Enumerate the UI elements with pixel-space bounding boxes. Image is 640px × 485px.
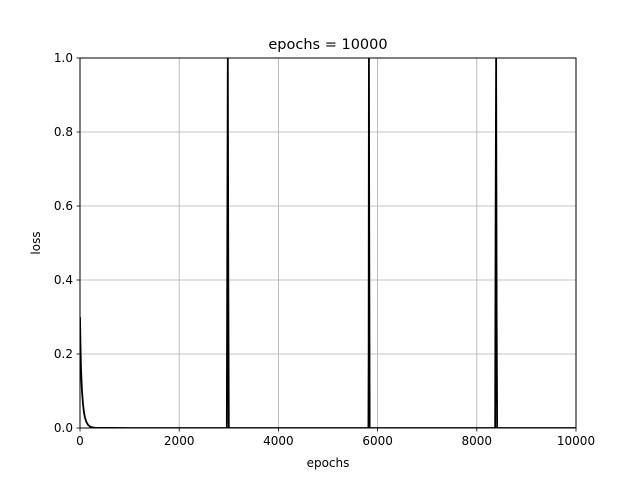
- ticks: 0 2000 4000 6000 8000 10000 0.0 0.2 0.4 0.6 0.8 1.0: [54, 51, 595, 448]
- y-tick-label: 0.0: [54, 421, 73, 435]
- loss-series-line: [80, 58, 576, 428]
- x-tick-label: 8000: [462, 434, 493, 448]
- plot-frame: [79, 57, 577, 429]
- y-tick-label: 0.2: [54, 347, 73, 361]
- y-tick-label: 0.6: [54, 199, 73, 213]
- x-tick-label: 0: [76, 434, 84, 448]
- y-tick-label: 1.0: [54, 51, 73, 65]
- chart-title: epochs = 10000: [268, 37, 387, 53]
- series-layer: [80, 58, 576, 428]
- x-tick-label: 2000: [164, 434, 195, 448]
- x-tick-label: 10000: [557, 434, 595, 448]
- y-tick-label: 0.4: [54, 273, 73, 287]
- x-tick-label: 4000: [263, 434, 294, 448]
- x-axis-label: epochs: [307, 456, 350, 470]
- x-tick-label: 6000: [362, 434, 393, 448]
- y-axis-label: loss: [29, 231, 43, 254]
- y-tick-label: 0.8: [54, 125, 73, 139]
